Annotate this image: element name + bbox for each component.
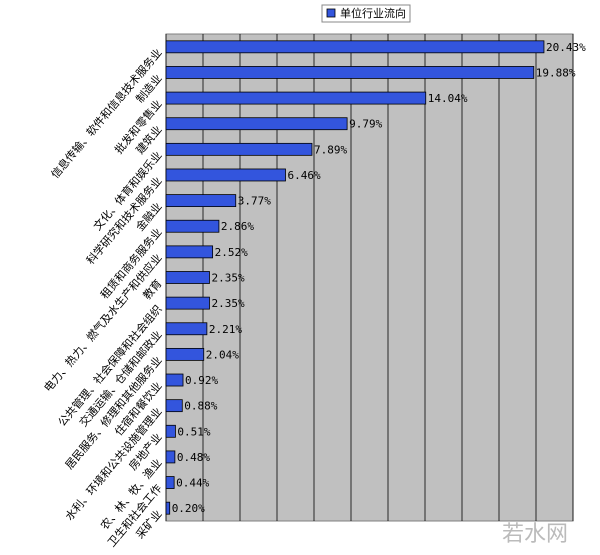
value-label: 0.44% bbox=[176, 477, 209, 490]
value-label: 2.04% bbox=[206, 348, 239, 361]
value-label: 6.46% bbox=[288, 169, 321, 182]
bar bbox=[165, 501, 171, 515]
value-label: 2.86% bbox=[221, 220, 254, 233]
value-label: 19.88% bbox=[536, 66, 576, 79]
value-label: 2.35% bbox=[211, 272, 244, 285]
value-label: 2.21% bbox=[209, 323, 242, 336]
bar bbox=[165, 399, 183, 413]
bar bbox=[165, 91, 427, 105]
bar bbox=[165, 347, 205, 361]
bar bbox=[165, 271, 210, 284]
value-label: 0.51% bbox=[177, 425, 210, 438]
value-label: 2.35% bbox=[211, 297, 244, 310]
bar bbox=[165, 66, 535, 79]
value-label: 0.20% bbox=[172, 502, 205, 515]
bar bbox=[165, 219, 220, 233]
value-label: 7.89% bbox=[314, 143, 347, 156]
legend-swatch bbox=[326, 8, 336, 18]
watermark: 若水网 bbox=[502, 522, 568, 547]
bar bbox=[165, 245, 214, 259]
value-label: 14.04% bbox=[428, 92, 468, 105]
bar bbox=[165, 168, 286, 182]
value-label: 9.79% bbox=[349, 118, 382, 131]
value-label: 0.92% bbox=[185, 374, 218, 387]
bar bbox=[165, 117, 348, 131]
plot-area bbox=[165, 33, 574, 522]
legend-box bbox=[321, 4, 411, 23]
value-label: 20.43% bbox=[546, 41, 586, 54]
value-label: 0.48% bbox=[177, 451, 210, 464]
bar bbox=[165, 194, 237, 208]
bar bbox=[165, 322, 208, 336]
bar bbox=[165, 142, 313, 156]
value-label: 3.77% bbox=[238, 195, 271, 208]
bar bbox=[165, 450, 176, 464]
bar bbox=[165, 424, 176, 438]
value-label: 0.88% bbox=[184, 400, 217, 413]
bar bbox=[165, 296, 210, 310]
bar bbox=[165, 476, 175, 489]
legend-label: 单位行业流向 bbox=[340, 6, 406, 20]
bar bbox=[165, 373, 184, 387]
value-label: 2.52% bbox=[215, 246, 248, 259]
bar bbox=[165, 40, 545, 54]
